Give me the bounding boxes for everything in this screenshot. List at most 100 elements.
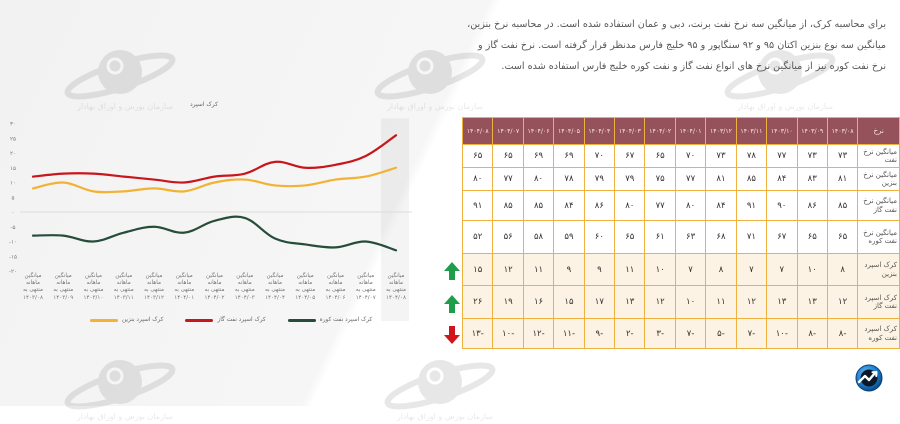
legend-item-kerosene: کرک اسپرد نفت کوره [287,317,373,323]
y-tick-label: ۰ [12,210,15,216]
table-cell: ۸۵ [492,190,524,221]
table-cell: ۸۵ [522,190,555,221]
table-cell: ۷۱ [735,220,768,254]
table-cell: ۸۴ [705,190,737,221]
table-row: میانگین نرخ نفت ۷۳ ۷۳ ۷۷ ۷۸ ۷۳ ۷۰ ۶۵ ۶۷ ۷۰ ۶۹ ۶۹ ۶۵ ۶… [461,144,900,168]
x-tick-label: میانگین ماهانه منتهی به ۱۴۰۴/۰۶ [325,273,346,301]
watermark-text: سازمان بورس و اوراق بهادار [386,102,483,111]
watermark-text: سازمان بورس و اوراق بهادار [736,102,833,111]
watermark: سازمان بورس و اوراق بهادار [60,350,180,424]
x-tick-label: میانگین ماهانه منتهی به ۱۴۰۳/۰۸ [23,273,43,301]
rates-table-container: نرخ ۱۴۰۳/۰۸ ۱۴۰۳/۰۹ ۱۴۰۳/۱۰ ۱۴۰۳/۱۱ ۱۴۰۳/۱۲ ۱۴… [461,117,900,349]
table-cell: ۸۴ [553,190,585,221]
table-cell: ۷۸ [735,144,768,168]
table-cell: ۸۰ [522,167,555,191]
arrow-down-icon [442,325,462,345]
chart-legend: کرک اسپرد بنزین کرک اسپرد نفت گاز کرک اسپر… [90,317,372,323]
table-cell: ۱۵ [553,285,585,319]
header-cell-date: ۱۴۰۴/۰۶ [522,117,555,145]
table-cell: -۵ [705,318,737,349]
row-label: کرک اسپرد نفت گاز [857,285,900,319]
legend-label: کرک اسپرد نفت کوره [319,317,373,323]
table-cell: ۱۹ [492,285,524,319]
table-cell: ۷۷ [644,190,676,221]
x-tick-label: میانگین ماهانه منتهی به ۱۴۰۴/۰۷ [355,273,376,301]
highlight-band [381,118,409,321]
x-tick-label: میانگین ماهانه منتهی به ۱۴۰۳/۰۹ [53,273,74,301]
watermark: سازمان بورس و اوراق بهادار [720,40,840,114]
header-cell-date: ۱۴۰۴/۰۳ [614,117,646,145]
x-tick-label: میانگین ماهانه منتهی به ۱۴۰۴/۰۵ [295,273,316,301]
series-line-gasoil [31,134,398,184]
table-row: میانگین نرخ بنزین ۸۱ ۸۳ ۸۴ ۸۵ ۸۱ ۷۷ ۷۵ ۷۹ ۷۹ ۷۸ ۸۰ ۷… [461,167,900,191]
table-cell: -۱۱ [553,318,585,349]
table-cell: ۱۱ [522,253,555,286]
table-cell: ۸۱ [705,167,737,191]
y-tick-label: ۵ [12,195,15,201]
table-row: میانگین نرخ نفت کوره ۶۵ ۶۵ ۶۷ ۷۱ ۶۸ ۶۳ ۶۱ ۶۵ ۶۰ ۵۹… [461,220,900,254]
table-cell: ۱۵ [461,253,494,286]
row-label: کرک اسپرد نفت کوره [857,318,900,349]
table-cell: ۷ [766,253,798,286]
table-cell: ۷۳ [796,144,828,168]
table-cell: ۶۷ [614,144,646,168]
table-cell: ۷۷ [674,167,707,191]
table-cell: ۹ [553,253,585,286]
table-cell: ۷۳ [705,144,737,168]
table-cell: -۹ [583,318,616,349]
y-tick-label: ۲۰ [10,151,16,157]
watermark-globe-icon [64,360,176,410]
legend-item-gasoil: کرک اسپرد نفت گاز [185,317,266,323]
table-cell: ۶۳ [674,220,707,254]
table-cell: -۱۰ [766,318,798,349]
row-label: میانگین نرخ بنزین [857,167,900,191]
table-cell: -۱۳ [461,318,494,349]
table-row: کرک اسپرد بنزین ۸ ۱۰ ۷ ۷ ۸ ۷ ۱۰ ۱۱ ۹ ۹ ۱۱ ۱۲ ۱۵ [461,253,900,286]
table-cell: ۷۰ [583,144,616,168]
table-cell: ۹۱ [461,190,494,221]
brand-logo [855,364,883,392]
table-cell: -۸ [826,318,859,349]
y-tick-label: -۲۰ [9,269,17,275]
table-cell: ۶۸ [705,220,737,254]
table-cell: ۶۹ [553,144,585,168]
y-tick-label: ۳۰ [10,122,16,128]
intro-line: برای محاسبه کرک، از میانگین سه نرخ نفت ب… [467,19,886,30]
table-cell: ۱۲ [735,285,768,319]
table-cell: ۱۰ [674,285,707,319]
table-cell: ۸۳ [796,167,828,191]
table-cell: ۸۵ [826,190,859,221]
table-cell: ۱۲ [826,285,859,319]
table-header-row: نرخ ۱۴۰۳/۰۸ ۱۴۰۳/۰۹ ۱۴۰۳/۱۰ ۱۴۰۳/۱۱ ۱۴۰۳/۱۲ ۱۴… [461,117,900,145]
legend-swatch [287,318,316,322]
y-tick-label: ۱۵ [10,166,16,172]
header-cell-date: ۱۴۰۴/۰۱ [674,117,707,145]
watermark-text: سازمان بورس و اوراق بهادار [76,412,173,421]
watermark-text: سازمان بورس و اوراق بهادار [76,102,173,111]
table-cell: ۱۷ [583,285,616,319]
table-row: کرک اسپرد نفت کوره -۸ -۸ -۱۰ -۷ -۵ -۷ -۳ -۲ -۹ -۱۱… [461,318,900,349]
table-cell: ۷ [674,253,707,286]
watermark: سازمان بورس و اوراق بهادار [60,40,180,114]
table-cell: ۹۰ [766,190,798,221]
table-cell: ۱۳ [614,285,646,319]
table-cell: ۸ [705,253,737,286]
table-cell: ۷۰ [674,144,707,168]
table-cell: ۵۶ [492,220,524,254]
table-cell: ۱۰ [796,253,828,286]
watermark: سازمان بورس و اوراق بهادار [370,40,490,114]
table-cell: ۸۰ [674,190,707,221]
row-label: میانگین نرخ نفت کوره [857,220,900,254]
row-label: میانگین نرخ نفت گاز [857,190,900,221]
arrow-up-icon [442,294,462,314]
x-tick-label: میانگین ماهانه منتهی به ۱۴۰۳/۱۲ [144,273,164,301]
table-row: میانگین نرخ نفت گاز ۸۵ ۸۶ ۹۰ ۹۱ ۸۴ ۸۰ ۷۷ ۸۰ ۸۶ ۸۴ ۸… [461,190,900,221]
watermark-globe-icon [724,50,836,100]
table-cell: ۷ [735,253,768,286]
table-cell: ۶۵ [826,220,859,254]
legend-item-gasoline: کرک اسپرد بنزین [90,317,163,323]
table-cell: -۲ [614,318,646,349]
table-cell: ۷۸ [553,167,585,191]
table-cell: -۸ [796,318,828,349]
x-tick-label: میانگین ماهانه منتهی به ۱۴۰۴/۰۸ [386,273,406,301]
